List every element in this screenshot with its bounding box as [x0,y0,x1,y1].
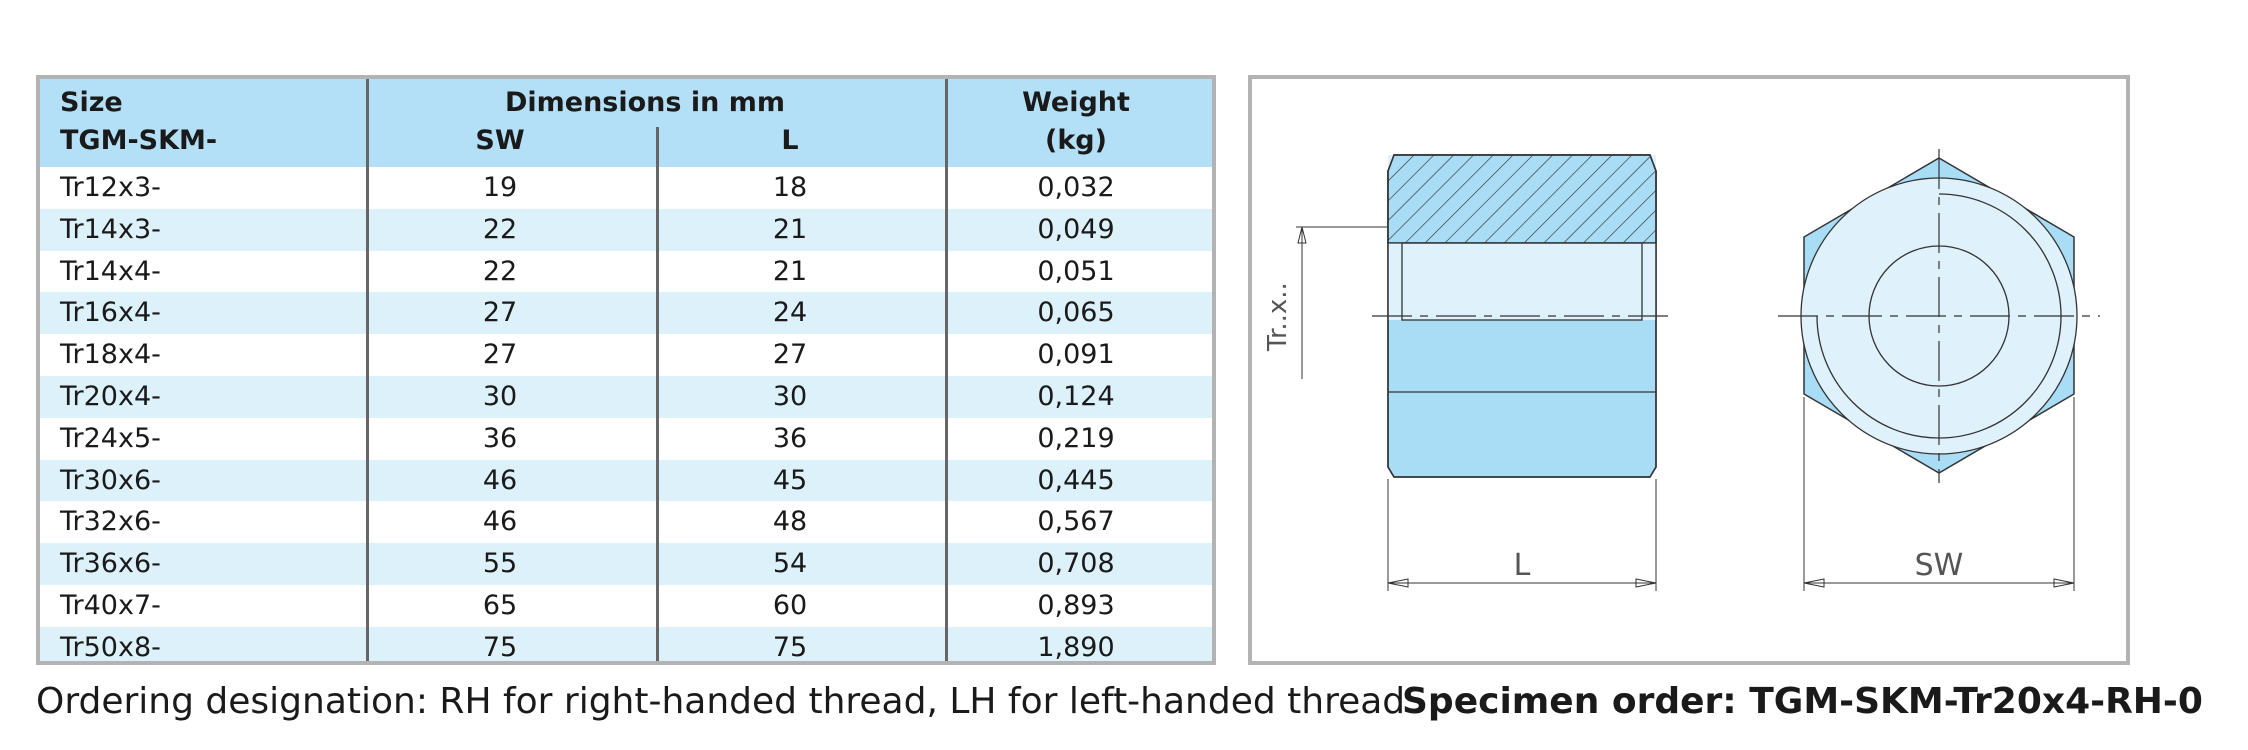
table-row: Tr14x3- 22 21 0,049 [40,208,1212,251]
cell-size: Tr30x6- [60,464,161,496]
cell-size: Tr14x3- [60,213,161,245]
arrowhead-icon [2053,578,2075,588]
cell-weight: 0,032 [1037,172,1115,203]
table-row: Tr24x5- 36 36 0,219 [40,418,1212,460]
cell-weight: 0,091 [1037,339,1115,371]
cell-sw: 55 [482,548,518,580]
cell-size: Tr36x6- [60,548,161,580]
header-sw: SW [475,125,525,156]
cell-sw: 75 [482,631,518,663]
table-row: Tr40x7- 65 60 0,893 [40,585,1212,627]
cell-l: 45 [772,464,808,496]
length-label: L [1514,548,1531,583]
arrowhead-icon [1387,578,1409,588]
arrowhead-icon [1297,226,1307,244]
side-view [1296,154,1676,591]
cell-l: 21 [772,255,808,287]
dimensions-table: Size TGM-SKM- Dimensions in mm SW L Weig… [36,75,1216,665]
cell-sw: 19 [482,172,518,203]
cell-sw: 65 [482,590,518,621]
arrowhead-icon [1803,578,1825,588]
cell-l: 27 [772,339,808,371]
cell-weight: 0,051 [1037,255,1115,287]
table-row: Tr50x8- 75 75 1,890 [40,626,1212,663]
technical-drawing: Tr..x.. L SW [1248,75,2130,665]
cell-l: 21 [772,213,808,245]
header-l: L [781,125,799,156]
cell-weight: 0,893 [1037,590,1115,621]
nut-outline [1387,154,1657,478]
table-row: Tr20x4- 30 30 0,124 [40,376,1212,418]
cell-size: Tr40x7- [60,590,161,621]
cell-weight: 1,890 [1037,631,1115,663]
cell-sw: 27 [482,339,518,371]
cell-size: Tr14x4- [60,255,161,287]
column-divider [945,79,948,661]
arrowhead-icon [1635,578,1657,588]
cell-sw: 22 [482,213,518,245]
table-row: Tr18x4- 27 27 0,091 [40,334,1212,376]
cell-sw: 46 [482,464,518,496]
cell-l: 75 [772,631,808,663]
cell-sw: 46 [482,506,518,538]
cell-size: Tr12x3- [60,172,161,203]
column-divider [656,127,659,661]
column-divider [366,79,369,661]
cell-weight: 0,065 [1037,297,1115,329]
drawing-canvas: Tr..x.. L SW [1263,149,2100,591]
table-row: Tr32x6- 46 48 0,567 [40,501,1212,543]
cell-l: 54 [772,548,808,580]
cell-weight: 0,567 [1037,506,1115,538]
width-across-flats-label: SW [1915,548,1964,583]
cell-weight: 0,708 [1037,548,1115,580]
front-view [1778,149,2100,591]
cell-l: 24 [772,297,808,329]
cell-sw: 30 [482,381,518,412]
cell-l: 18 [772,172,808,203]
header-size-label: Size [60,87,123,118]
table-row: Tr30x6- 46 45 0,445 [40,459,1212,502]
table-header: Size TGM-SKM- Dimensions in mm SW L Weig… [40,79,1212,167]
cell-l: 36 [772,422,808,454]
header-size-prefix: TGM-SKM- [60,125,218,156]
hatched-wall [1387,154,1657,244]
cell-sw: 27 [482,297,518,329]
cell-size: Tr18x4- [60,339,161,371]
cell-l: 48 [772,506,808,538]
cell-sw: 22 [482,255,518,287]
table-row: Tr36x6- 55 54 0,708 [40,543,1212,585]
cell-l: 60 [772,590,808,621]
cell-weight: 0,445 [1037,464,1115,496]
table-row: Tr12x3- 19 18 0,032 [40,167,1212,209]
cell-size: Tr24x5- [60,422,161,454]
thread-arc [1816,193,2062,439]
header-weight-unit: (kg) [1045,125,1107,156]
cell-weight: 0,049 [1037,213,1115,245]
ordering-designation: Ordering designation: RH for right-hande… [36,681,1406,722]
cell-weight: 0,124 [1037,381,1115,412]
cell-size: Tr20x4- [60,381,161,412]
cell-weight: 0,219 [1037,422,1115,454]
bore-interior [1388,243,1656,320]
cell-sw: 36 [482,422,518,454]
cell-l: 30 [772,381,808,412]
header-weight: Weight [1022,87,1130,118]
cell-size: Tr16x4- [60,297,161,329]
cell-size: Tr50x8- [60,631,161,663]
thread-size-label: Tr..x.. [1263,282,1293,352]
specimen-order: Specimen order: TGM-SKM-Tr20x4-RH-0 [1402,681,2203,722]
table-row: Tr16x4- 27 24 0,065 [40,292,1212,335]
table-row: Tr14x4- 22 21 0,051 [40,251,1212,293]
cell-size: Tr32x6- [60,506,161,538]
header-dimensions: Dimensions in mm [504,87,786,118]
